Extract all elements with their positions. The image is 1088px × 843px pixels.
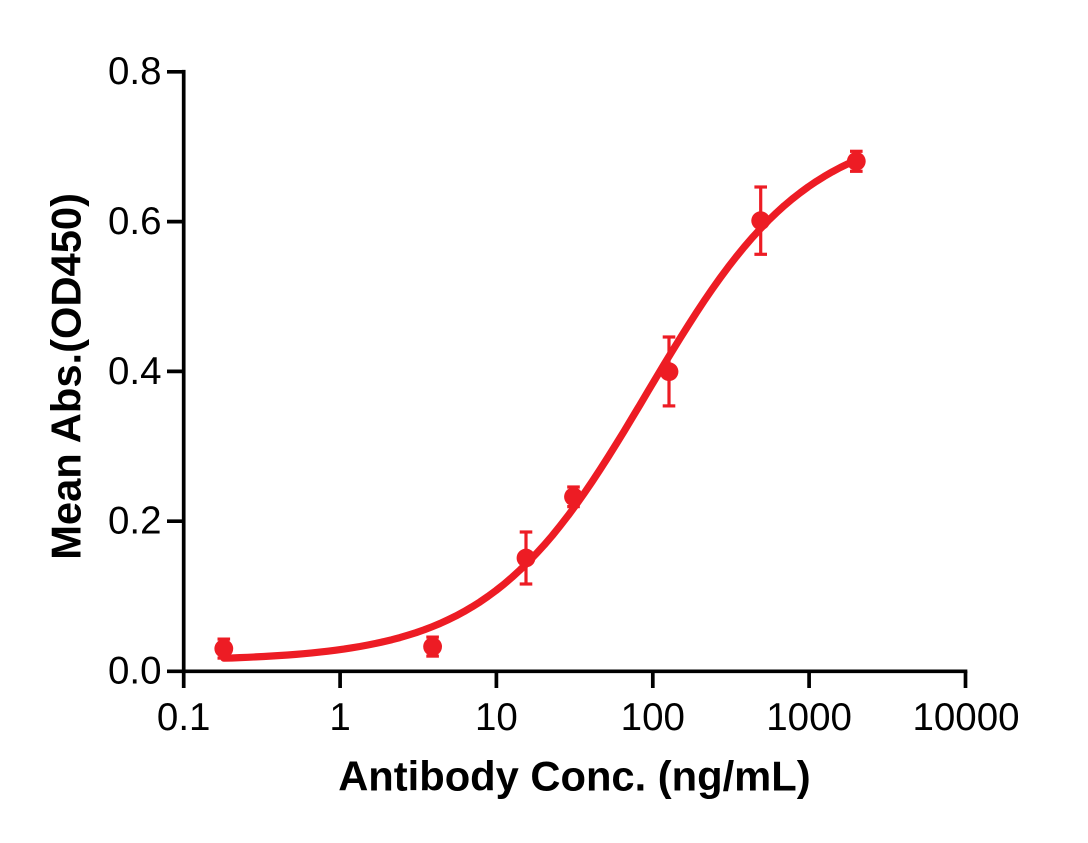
svg-text:0.0: 0.0 bbox=[108, 649, 162, 692]
svg-text:Antibody Conc. (ng/mL): Antibody Conc. (ng/mL) bbox=[338, 752, 810, 799]
svg-text:0.1: 0.1 bbox=[157, 696, 211, 739]
svg-text:100: 100 bbox=[621, 696, 685, 739]
svg-text:1: 1 bbox=[329, 696, 350, 739]
svg-text:10: 10 bbox=[475, 696, 518, 739]
svg-text:0.4: 0.4 bbox=[108, 350, 162, 393]
svg-text:10000: 10000 bbox=[912, 696, 1019, 739]
svg-text:0.8: 0.8 bbox=[108, 50, 162, 93]
svg-text:0.2: 0.2 bbox=[108, 500, 162, 543]
svg-text:1000: 1000 bbox=[766, 696, 852, 739]
svg-text:Mean Abs.(OD450): Mean Abs.(OD450) bbox=[43, 193, 90, 560]
svg-text:0.6: 0.6 bbox=[108, 200, 162, 243]
